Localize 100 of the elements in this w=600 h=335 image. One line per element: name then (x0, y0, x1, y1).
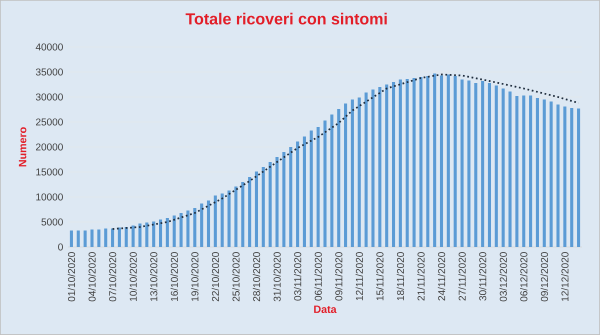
bar (556, 104, 560, 247)
y-tick-label: 0 (58, 243, 63, 251)
x-tick-label: 03/11/2020 (294, 252, 302, 301)
bar (90, 229, 94, 247)
y-tick-label: 15000 (36, 168, 63, 176)
bar (289, 146, 292, 247)
y-tick-label: 5000 (41, 218, 63, 226)
x-tick-label: 22/10/2020 (212, 252, 220, 302)
x-tick-label: 25/10/2020 (232, 252, 240, 302)
bar (508, 91, 512, 247)
bar (282, 152, 286, 247)
bar (262, 166, 265, 247)
bar (474, 82, 478, 247)
x-tick-label: 21/11/2020 (417, 252, 425, 300)
bar (502, 88, 505, 247)
bar (385, 84, 388, 247)
x-tick-label: 07/10/2020 (108, 252, 116, 302)
bar (563, 106, 566, 247)
bar (426, 76, 430, 247)
bar (158, 219, 162, 247)
bar (228, 190, 231, 247)
bar (84, 230, 87, 247)
x-tick-label: 12/12/2020 (561, 252, 569, 301)
bar (97, 229, 100, 247)
bar (371, 89, 375, 247)
bar (296, 141, 300, 247)
bar (166, 218, 169, 247)
x-tick-label: 06/11/2020 (314, 252, 322, 301)
bar (186, 210, 190, 247)
x-tick-label: 30/11/2020 (478, 252, 486, 301)
x-tick-label: 28/10/2020 (252, 252, 260, 302)
bar (577, 108, 580, 247)
bar (310, 130, 313, 247)
y-tick-label: 30000 (36, 93, 63, 101)
bar (248, 176, 252, 247)
x-tick-label: 12/11/2020 (356, 252, 363, 300)
bar (234, 186, 238, 247)
x-tick-label: 13/10/2020 (150, 252, 158, 301)
bar (145, 222, 148, 247)
bar (398, 79, 402, 247)
x-tick-label: 01/10/2020 (68, 252, 76, 302)
bar (70, 230, 73, 247)
bar (330, 114, 334, 247)
bar (111, 228, 114, 247)
bar (254, 171, 258, 247)
line-series (112, 74, 580, 230)
bar (515, 96, 518, 247)
bar (104, 228, 108, 247)
bar (392, 82, 396, 247)
bar (268, 162, 272, 247)
x-tick-label: 06/12/2020 (520, 252, 528, 302)
bar (132, 225, 135, 247)
bar (118, 227, 121, 247)
bar (433, 73, 436, 247)
bar (138, 223, 142, 247)
bar (522, 95, 526, 247)
bar (76, 230, 80, 247)
bar (316, 126, 320, 247)
x-tick-label: 18/11/2020 (396, 252, 404, 300)
bar (220, 193, 224, 247)
bar (364, 92, 368, 247)
x-tick-label: 03/12/2020 (500, 252, 507, 302)
x-tick-label: 09/12/2020 (540, 252, 548, 302)
x-tick-label: 24/11/2020 (438, 252, 446, 300)
x-tick-label: 31/10/2020 (273, 252, 281, 302)
bar (454, 76, 457, 247)
x-tick-label: 19/10/2020 (191, 252, 198, 301)
x-tick-label: 10/10/2020 (129, 252, 137, 301)
bar (275, 156, 279, 247)
bar (419, 76, 422, 247)
bar (481, 80, 484, 247)
bar (241, 182, 244, 247)
bar (124, 226, 128, 247)
y-tick-label: 25000 (36, 118, 63, 126)
bar (550, 101, 553, 247)
bar (406, 78, 409, 247)
x-tick-label: 04/10/2020 (88, 252, 96, 302)
bar (200, 203, 204, 247)
chart-title: Totale ricoveri con sintomi (186, 12, 387, 25)
x-tick-label: 09/11/2020 (335, 252, 342, 301)
bar (378, 86, 382, 247)
bar (440, 75, 444, 247)
y-tick-label: 40000 (36, 43, 63, 51)
y-tick-label: 10000 (36, 193, 63, 201)
bar (536, 98, 539, 247)
bar (152, 221, 156, 247)
bar (337, 108, 340, 247)
bar (350, 99, 354, 247)
bar (358, 97, 361, 247)
bar (206, 200, 210, 247)
bar (302, 136, 306, 247)
bar (488, 82, 492, 247)
bar (542, 99, 546, 247)
bar (460, 79, 464, 247)
bar (180, 212, 183, 247)
x-tick-label: 27/11/2020 (458, 252, 466, 300)
bar (323, 120, 327, 247)
x-axis-title: Data (314, 306, 337, 314)
bar (193, 208, 196, 247)
y-tick-label: 35000 (36, 68, 63, 76)
